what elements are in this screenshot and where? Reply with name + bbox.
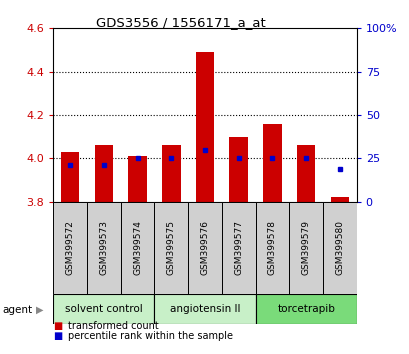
Bar: [322, 202, 356, 294]
Text: transformed count: transformed count: [67, 321, 158, 331]
Text: GSM399579: GSM399579: [301, 220, 310, 275]
Text: ■: ■: [53, 331, 63, 341]
Bar: [94, 145, 113, 202]
Bar: [255, 202, 289, 294]
Text: agent: agent: [2, 305, 32, 315]
Bar: [195, 52, 214, 202]
Text: ■: ■: [53, 321, 63, 331]
Bar: [188, 202, 221, 294]
Bar: [289, 202, 322, 294]
Bar: [61, 152, 79, 202]
Bar: [296, 145, 315, 202]
Text: ▶: ▶: [36, 305, 44, 315]
Bar: [120, 202, 154, 294]
Bar: [53, 294, 154, 324]
Bar: [330, 198, 348, 202]
Text: GSM399574: GSM399574: [133, 220, 142, 275]
Text: percentile rank within the sample: percentile rank within the sample: [67, 331, 232, 341]
Bar: [53, 202, 87, 294]
Bar: [229, 137, 247, 202]
Text: torcetrapib: torcetrapib: [276, 304, 334, 314]
Bar: [162, 145, 180, 202]
Bar: [255, 294, 356, 324]
Text: GSM399573: GSM399573: [99, 220, 108, 275]
Text: GSM399572: GSM399572: [65, 220, 74, 275]
Text: GSM399580: GSM399580: [335, 220, 344, 275]
Bar: [154, 202, 188, 294]
Bar: [221, 202, 255, 294]
Bar: [128, 156, 146, 202]
Bar: [263, 124, 281, 202]
Text: GSM399577: GSM399577: [234, 220, 243, 275]
Text: angiotensin II: angiotensin II: [169, 304, 240, 314]
Text: GDS3556 / 1556171_a_at: GDS3556 / 1556171_a_at: [95, 16, 265, 29]
Text: GSM399575: GSM399575: [166, 220, 175, 275]
Text: GSM399576: GSM399576: [200, 220, 209, 275]
Bar: [87, 202, 120, 294]
Text: solvent control: solvent control: [65, 304, 142, 314]
Text: GSM399578: GSM399578: [267, 220, 276, 275]
Bar: [154, 294, 255, 324]
